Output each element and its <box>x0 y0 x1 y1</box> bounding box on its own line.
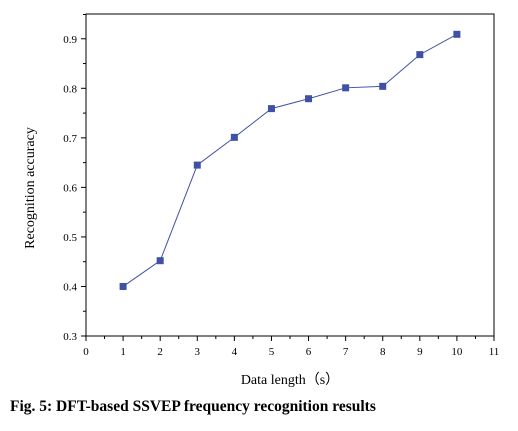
plot-border <box>85 13 495 337</box>
y-tick-label: 0.6 <box>63 182 77 194</box>
series-group <box>119 30 461 290</box>
y-tick-label: 0.8 <box>63 83 77 95</box>
data-point-marker <box>119 282 127 290</box>
x-tick-label: 6 <box>306 346 312 358</box>
x-tick-label: 5 <box>269 346 275 358</box>
data-point-marker <box>193 161 201 169</box>
data-point-marker <box>305 95 313 103</box>
y-axis-title: Recognition accuracy <box>23 127 38 249</box>
series-line <box>122 33 458 287</box>
x-tick-label: 4 <box>232 346 238 358</box>
plot-frame <box>85 13 495 337</box>
data-point-marker <box>267 105 275 113</box>
y-tick-label: 0.9 <box>63 34 77 46</box>
figure-caption: Fig. 5: DFT-based SSVEP frequency recogn… <box>10 398 376 415</box>
x-tick-label: 10 <box>451 346 463 358</box>
x-tick-label: 0 <box>83 346 89 358</box>
axis-ticks: 0 1 2 3 4 5 6 7 8 9 10 11 0.3 0.4 0.5 0.6 0.7 0.8 0.9 <box>63 14 500 358</box>
x-axis-title: Data length（s） <box>241 372 339 388</box>
y-tick-label: 0.7 <box>63 133 77 145</box>
y-tick-label: 0.3 <box>63 331 77 343</box>
x-tick-label: 3 <box>195 346 201 358</box>
data-point-marker <box>342 84 350 92</box>
x-tick-label: 11 <box>489 346 500 358</box>
data-point-marker <box>230 133 238 141</box>
x-tick-label: 7 <box>343 346 349 358</box>
data-point-marker <box>416 51 424 59</box>
data-point-marker <box>156 257 164 265</box>
x-tick-label: 8 <box>380 346 386 358</box>
y-tick-label: 0.4 <box>63 281 77 293</box>
data-point-marker <box>379 82 387 90</box>
x-tick-label: 9 <box>417 346 423 358</box>
y-tick-label: 0.5 <box>63 232 77 244</box>
data-point-marker <box>453 30 461 38</box>
x-tick-label: 1 <box>120 346 126 358</box>
x-tick-label: 2 <box>157 346 163 358</box>
